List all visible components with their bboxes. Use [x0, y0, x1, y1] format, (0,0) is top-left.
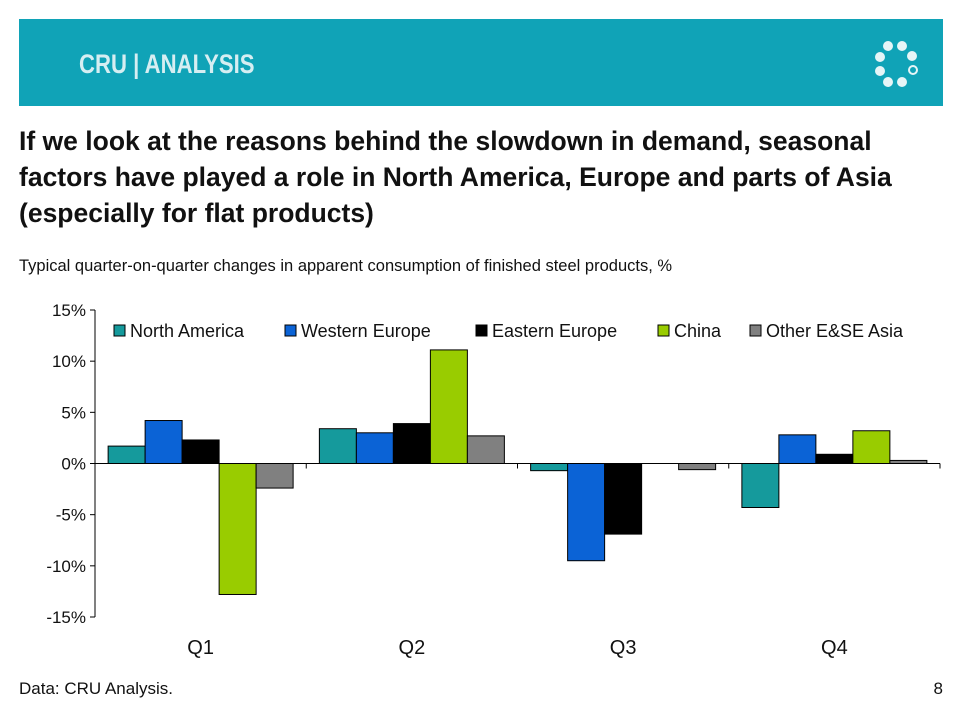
bar — [852, 430, 891, 464]
bar — [741, 463, 780, 509]
slide-headline: If we look at the reasons behind the slo… — [19, 126, 892, 228]
bar — [255, 463, 294, 489]
y-tick-label: 0% — [61, 455, 86, 474]
bar — [218, 463, 257, 595]
bar — [318, 428, 357, 464]
legend-label: Other E&SE Asia — [766, 321, 904, 341]
bar — [429, 349, 468, 464]
x-tick-label: Q4 — [821, 637, 848, 659]
header-banner: CRU | ANALYSIS — [19, 19, 943, 106]
legend-label: North America — [130, 321, 245, 341]
bar — [778, 434, 817, 465]
bar — [678, 463, 717, 471]
bar — [181, 439, 220, 465]
bar — [355, 432, 394, 464]
x-tick-label: Q2 — [399, 637, 426, 659]
legend-swatch — [113, 324, 126, 337]
source-note: Data: CRU Analysis. — [19, 679, 173, 698]
bar — [144, 420, 183, 464]
y-tick-label: 10% — [52, 352, 86, 371]
bar — [392, 423, 431, 464]
bar — [107, 445, 146, 464]
legend-label: China — [674, 321, 722, 341]
bar — [567, 463, 606, 562]
y-tick-label: 15% — [52, 301, 86, 320]
y-tick-label: -5% — [56, 506, 86, 525]
bar — [815, 453, 854, 465]
legend-swatch — [475, 324, 488, 337]
x-tick-label: Q3 — [610, 637, 637, 659]
page-number: 8 — [933, 679, 943, 698]
y-tick-label: 5% — [61, 403, 86, 422]
bar — [604, 463, 643, 535]
legend-swatch — [749, 324, 762, 337]
y-tick-label: -10% — [46, 557, 86, 576]
legend-swatch — [657, 324, 670, 337]
brand-logo-text: CRU | ANALYSIS — [79, 49, 255, 79]
bar — [530, 463, 569, 472]
legend-label: Eastern Europe — [492, 321, 617, 341]
x-tick-label: Q1 — [187, 637, 214, 659]
chart-subtitle: Typical quarter-on-quarter changes in ap… — [19, 257, 673, 275]
y-tick-label: -15% — [46, 608, 86, 627]
legend-swatch — [284, 324, 297, 337]
legend-label: Western Europe — [301, 321, 431, 341]
bar — [466, 435, 505, 464]
cru-ring-icon — [875, 41, 918, 87]
